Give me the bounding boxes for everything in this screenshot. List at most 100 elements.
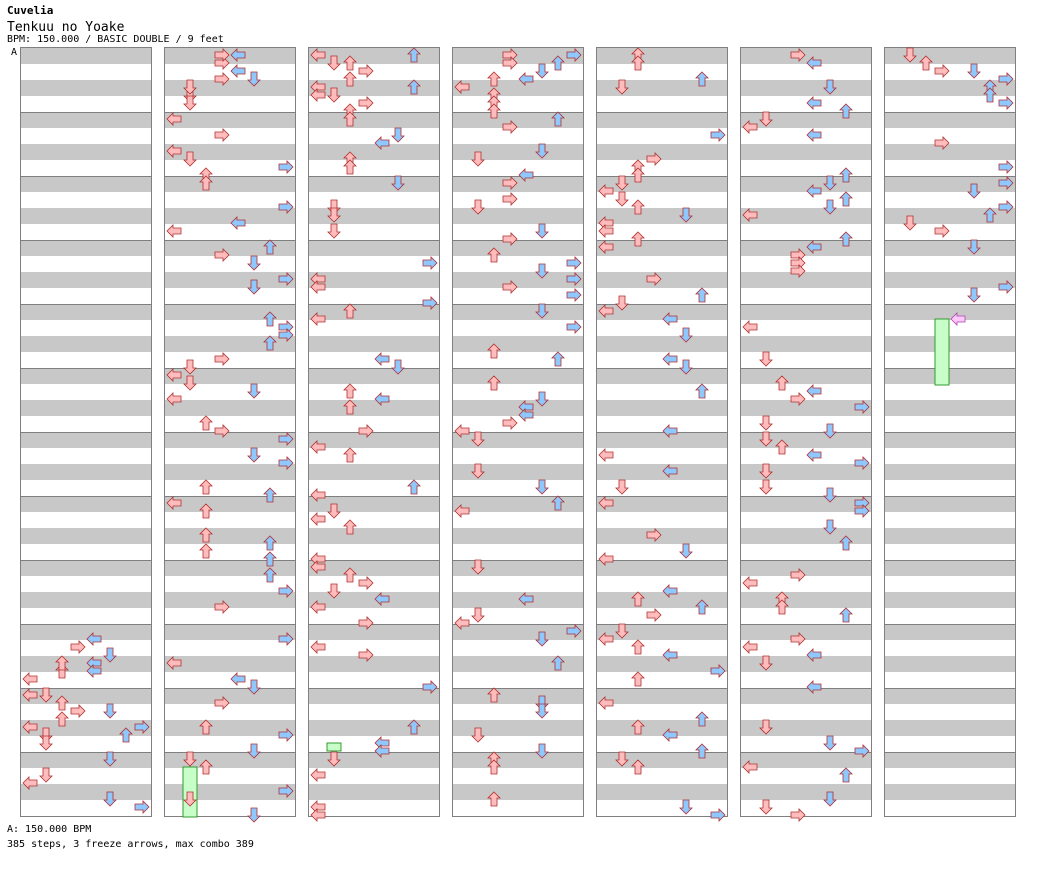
step-arrow	[214, 424, 230, 438]
step-arrow	[710, 808, 726, 822]
step-arrow	[55, 695, 69, 711]
step-arrow	[343, 519, 357, 535]
step-arrow	[183, 375, 197, 391]
step-arrow	[631, 671, 645, 687]
step-arrow	[502, 56, 518, 70]
step-arrow	[662, 728, 678, 742]
step-arrow	[278, 784, 294, 798]
step-arrow	[183, 151, 197, 167]
measure-line	[165, 304, 295, 305]
step-arrow	[934, 136, 950, 150]
step-arrow	[86, 656, 102, 670]
step-arrow	[358, 576, 374, 590]
step-arrow	[343, 303, 357, 319]
step-arrow	[662, 352, 678, 366]
step-arrow	[487, 247, 501, 263]
step-arrow	[310, 640, 326, 654]
step-arrow	[631, 719, 645, 735]
step-arrow	[742, 760, 758, 774]
measure-line	[165, 432, 295, 433]
step-arrow	[247, 279, 261, 295]
step-arrow	[742, 576, 758, 590]
step-arrow	[199, 175, 213, 191]
step-arrow	[487, 375, 501, 391]
step-arrow	[166, 224, 182, 238]
measure-line	[741, 496, 871, 497]
step-arrow	[967, 183, 981, 199]
step-arrow	[615, 175, 629, 191]
step-arrow	[615, 191, 629, 207]
measure-line	[597, 496, 727, 497]
step-arrow	[310, 768, 326, 782]
step-arrow	[103, 751, 117, 767]
step-arrow	[806, 448, 822, 462]
step-arrow	[759, 463, 773, 479]
step-arrow	[535, 143, 549, 159]
step-arrow	[487, 687, 501, 703]
measure-line	[741, 624, 871, 625]
step-arrow	[374, 592, 390, 606]
step-arrow	[471, 199, 485, 215]
step-arrow	[374, 392, 390, 406]
step-arrow	[679, 359, 693, 375]
step-arrow	[407, 719, 421, 735]
measure-line	[453, 432, 583, 433]
step-arrow	[679, 327, 693, 343]
artist-name: Cuvelia	[7, 4, 54, 17]
step-arrow	[422, 296, 438, 310]
step-arrow	[775, 439, 789, 455]
step-arrow	[454, 616, 470, 630]
shock-arrow	[950, 312, 966, 326]
step-arrow	[214, 600, 230, 614]
step-arrow	[391, 175, 405, 191]
step-arrow	[278, 272, 294, 286]
measure-line	[885, 560, 1015, 561]
step-arrow	[471, 607, 485, 623]
step-arrow	[391, 359, 405, 375]
measure-line	[453, 496, 583, 497]
step-arrow	[598, 304, 614, 318]
measure-line	[21, 496, 151, 497]
step-arrow	[358, 616, 374, 630]
measure-line	[453, 112, 583, 113]
step-arrow	[823, 735, 837, 751]
step-arrow	[615, 751, 629, 767]
step-arrow	[839, 535, 853, 551]
measure-line	[453, 240, 583, 241]
step-arrow	[199, 759, 213, 775]
step-arrow	[967, 287, 981, 303]
measure-line	[741, 432, 871, 433]
song-title: Tenkuu no Yoake	[7, 20, 125, 35]
step-arrow	[343, 383, 357, 399]
step-arrow	[119, 727, 133, 743]
step-arrow	[759, 799, 773, 815]
step-arrow	[199, 543, 213, 559]
step-arrow	[502, 232, 518, 246]
step-arrow	[230, 672, 246, 686]
step-arrow	[310, 800, 326, 814]
step-arrow	[742, 640, 758, 654]
measure-line	[165, 752, 295, 753]
step-arrow	[806, 56, 822, 70]
step-arrow	[646, 608, 662, 622]
step-arrow	[487, 71, 501, 87]
step-arrow	[983, 87, 997, 103]
step-arrow	[695, 287, 709, 303]
step-arrow	[535, 263, 549, 279]
step-arrow	[310, 600, 326, 614]
step-arrow	[646, 272, 662, 286]
step-arrow	[759, 111, 773, 127]
step-arrow	[790, 568, 806, 582]
measure-line	[597, 560, 727, 561]
step-arrow	[55, 655, 69, 671]
measure-line	[741, 176, 871, 177]
step-arrow	[327, 207, 341, 223]
measure-line	[453, 752, 583, 753]
step-arrow	[247, 807, 261, 823]
step-arrow	[903, 47, 917, 63]
measure-line	[165, 112, 295, 113]
step-arrow	[759, 415, 773, 431]
step-arrow	[22, 720, 38, 734]
measure-line	[21, 688, 151, 689]
step-arrow	[343, 447, 357, 463]
